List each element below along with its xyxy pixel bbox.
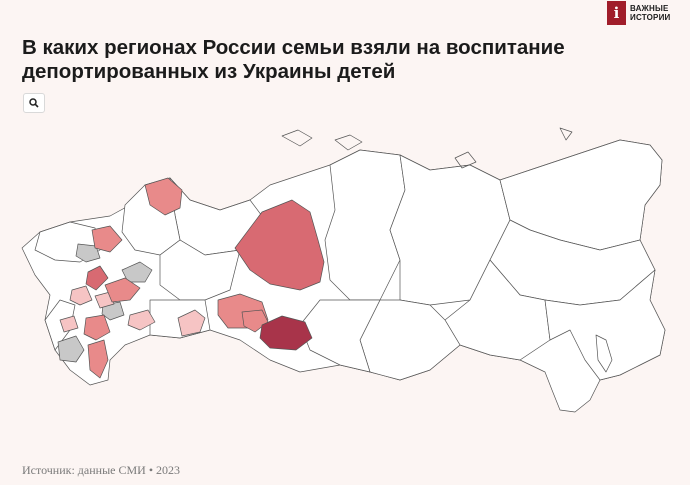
- regions-medium: [83, 177, 269, 379]
- region: [104, 277, 141, 303]
- logo-line-2: ИСТОРИИ: [630, 13, 671, 22]
- region: [177, 309, 206, 337]
- region: [87, 339, 109, 379]
- region: [159, 239, 241, 301]
- logo-badge: i: [607, 1, 626, 25]
- island: [334, 134, 363, 151]
- regions-unknown: [57, 243, 153, 363]
- island: [559, 127, 573, 141]
- logo-text: ВАЖНЫЕ ИСТОРИИ: [630, 4, 670, 22]
- island: [595, 334, 613, 373]
- logo: i ВАЖНЫЕ ИСТОРИИ: [607, 0, 687, 26]
- logo-line-1: ВАЖНЫЕ: [630, 4, 669, 13]
- arctic-islands: [281, 127, 613, 373]
- region: [144, 177, 183, 216]
- island: [454, 151, 477, 169]
- regions-no-data: [34, 139, 666, 381]
- map-search-button[interactable]: [23, 93, 45, 113]
- page-title: В каких регионах России семьи взяли на в…: [22, 36, 565, 83]
- region: [101, 301, 125, 321]
- region: [59, 315, 79, 333]
- region: [57, 335, 85, 363]
- island: [281, 129, 313, 147]
- region: [69, 285, 93, 306]
- source-note: Источник: данные СМИ • 2023: [22, 463, 181, 477]
- russia-regions-map: [21, 127, 666, 413]
- region: [234, 199, 325, 291]
- region: [259, 315, 313, 351]
- region: [91, 225, 123, 253]
- regions-strong: [85, 199, 325, 291]
- region: [324, 149, 406, 301]
- regions-light: [59, 285, 206, 337]
- region: [544, 269, 666, 381]
- search-icon: [29, 98, 39, 108]
- region: [83, 314, 111, 341]
- regions-max: [259, 315, 313, 351]
- region: [75, 243, 101, 263]
- region: [127, 309, 156, 331]
- region: [85, 265, 109, 291]
